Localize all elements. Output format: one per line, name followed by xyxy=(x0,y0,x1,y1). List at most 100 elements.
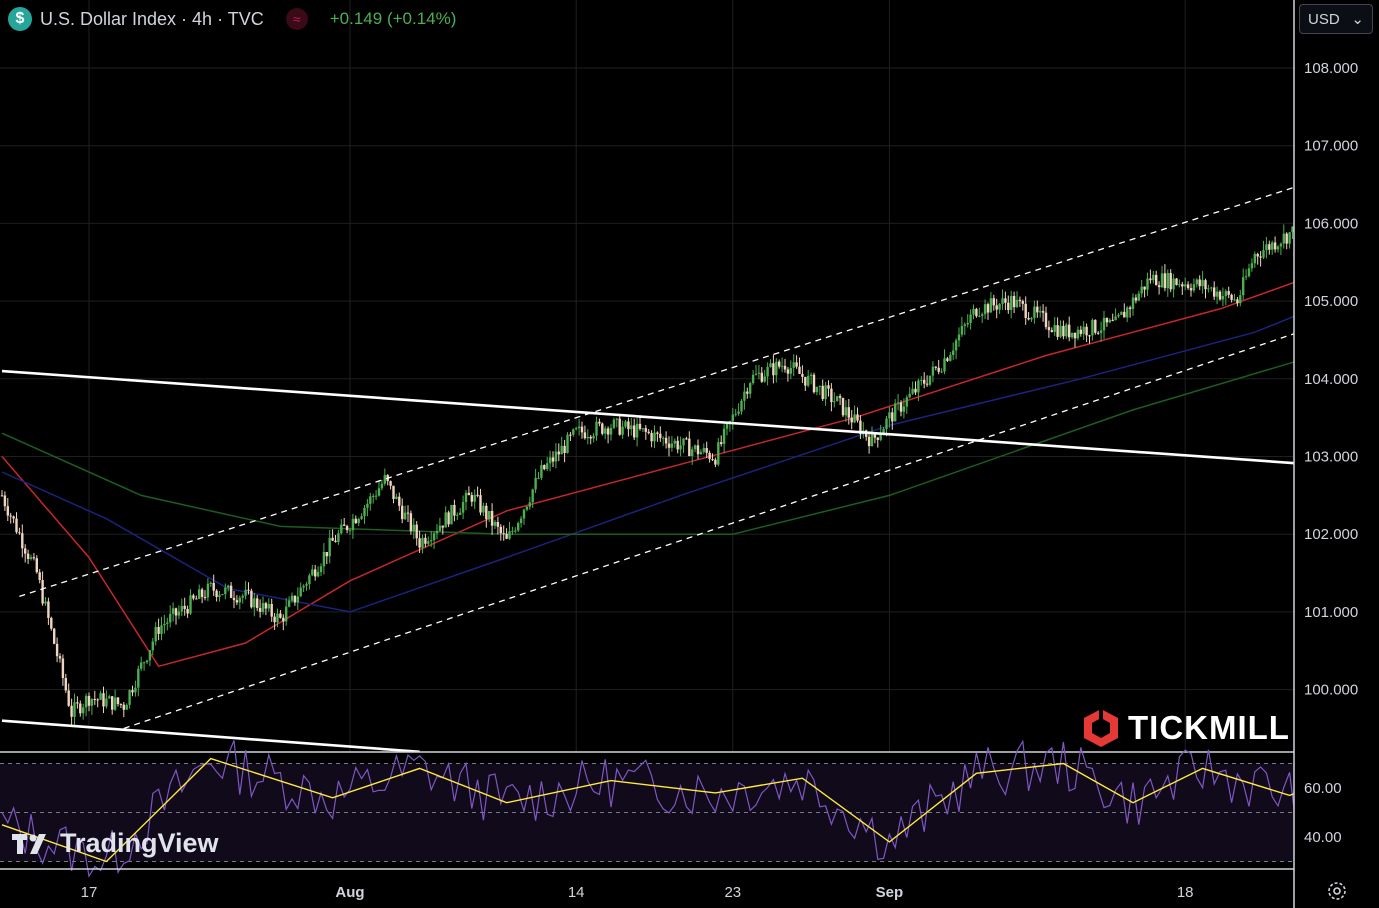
candle-body xyxy=(140,662,143,669)
candle-body xyxy=(1271,242,1274,250)
candle-body xyxy=(203,596,207,598)
candle-body xyxy=(224,587,227,595)
candle-body xyxy=(113,697,117,710)
candle-body xyxy=(519,518,523,524)
candle-body xyxy=(1253,253,1256,264)
candle-body xyxy=(409,513,413,532)
candle-body xyxy=(1276,246,1280,250)
candle-body xyxy=(3,495,7,507)
currency-select[interactable]: USD ⌄ xyxy=(1299,4,1373,34)
candle-body xyxy=(928,375,932,385)
candle-body xyxy=(116,697,120,704)
candle-body xyxy=(427,541,430,544)
chart-header: $ U.S. Dollar Index · 4h · TVC ≈ +0.149 … xyxy=(8,6,456,32)
candle-body xyxy=(737,411,740,414)
candle-body xyxy=(1004,298,1007,303)
candle-body xyxy=(760,372,763,382)
candle-body xyxy=(166,622,169,624)
candle-body xyxy=(131,690,134,693)
candle-body xyxy=(867,436,871,447)
candle-body xyxy=(827,385,830,389)
candle-body xyxy=(488,510,491,520)
candle-body xyxy=(369,496,372,504)
candle-body xyxy=(1218,291,1222,300)
candle-body xyxy=(111,696,114,710)
candle-body xyxy=(778,361,781,367)
candle-body xyxy=(1265,244,1268,251)
candle-body xyxy=(992,298,995,306)
candle-body xyxy=(641,428,645,430)
candle-body xyxy=(328,537,331,557)
candle-body xyxy=(943,358,946,372)
candle-body xyxy=(377,488,381,496)
candle-body xyxy=(467,492,471,496)
candle-body xyxy=(366,503,369,508)
candle-body xyxy=(47,601,50,618)
candle-body xyxy=(90,699,94,706)
candle-body xyxy=(64,678,67,691)
candle-body xyxy=(44,601,47,604)
candle-body xyxy=(1247,268,1251,277)
candle-body xyxy=(540,465,543,478)
candle-body xyxy=(70,705,73,717)
candle-body xyxy=(757,372,761,374)
candle-body xyxy=(969,314,972,324)
candle-body xyxy=(879,433,882,440)
price-tick-label: 105.000 xyxy=(1304,293,1358,310)
candle-body xyxy=(1076,329,1080,339)
candle-body xyxy=(960,325,964,335)
candle-body xyxy=(1230,294,1233,300)
candle-body xyxy=(801,373,804,377)
candle-body xyxy=(807,375,810,386)
indicator-icon[interactable]: ≈ xyxy=(285,8,308,30)
candle-body xyxy=(198,589,201,599)
candle-body xyxy=(696,445,700,455)
candle-body xyxy=(383,475,386,484)
candle-body xyxy=(79,703,82,714)
candle-body xyxy=(441,525,444,528)
candle-body xyxy=(1114,316,1117,321)
candle-body xyxy=(1186,284,1190,289)
symbol-title[interactable]: U.S. Dollar Index · 4h · TVC xyxy=(40,8,264,29)
candle-body xyxy=(1050,330,1053,332)
candle-body xyxy=(499,526,502,534)
candle-body xyxy=(493,521,497,526)
candle-body xyxy=(406,512,410,514)
settings-icon[interactable] xyxy=(1326,880,1348,902)
candle-body xyxy=(218,594,221,597)
candle-body xyxy=(664,437,668,444)
candle-body xyxy=(1111,319,1114,321)
candle-body xyxy=(1094,319,1097,333)
candle-body xyxy=(804,376,807,386)
candle-body xyxy=(206,583,210,598)
candle-body xyxy=(972,308,975,315)
trendline-4 xyxy=(1,719,420,754)
candle-body xyxy=(673,440,676,444)
candle-body xyxy=(1024,303,1027,318)
candle-body xyxy=(55,643,59,657)
candle-body xyxy=(1288,232,1291,244)
candle-body xyxy=(345,525,349,531)
candle-body xyxy=(1068,324,1071,338)
dollar-icon[interactable]: $ xyxy=(8,7,32,31)
candle-body xyxy=(966,323,969,325)
candle-body xyxy=(583,432,587,439)
candle-body xyxy=(708,452,711,460)
candle-body xyxy=(1088,335,1091,337)
candle-body xyxy=(1250,263,1254,269)
candle-body xyxy=(1192,284,1196,291)
candle-body xyxy=(734,413,737,415)
candle-body xyxy=(432,533,436,541)
tradingview-icon xyxy=(12,833,46,854)
candle-body xyxy=(656,432,659,434)
brand-logo: TICKMILL xyxy=(1082,708,1290,748)
candle-body xyxy=(450,504,453,525)
candle-body xyxy=(99,693,102,700)
candle-body xyxy=(1291,226,1294,233)
candle-body xyxy=(1213,287,1216,297)
candle-body xyxy=(200,589,204,597)
candle-body xyxy=(154,626,157,642)
candle-body xyxy=(314,569,317,577)
candle-body xyxy=(1207,288,1210,290)
